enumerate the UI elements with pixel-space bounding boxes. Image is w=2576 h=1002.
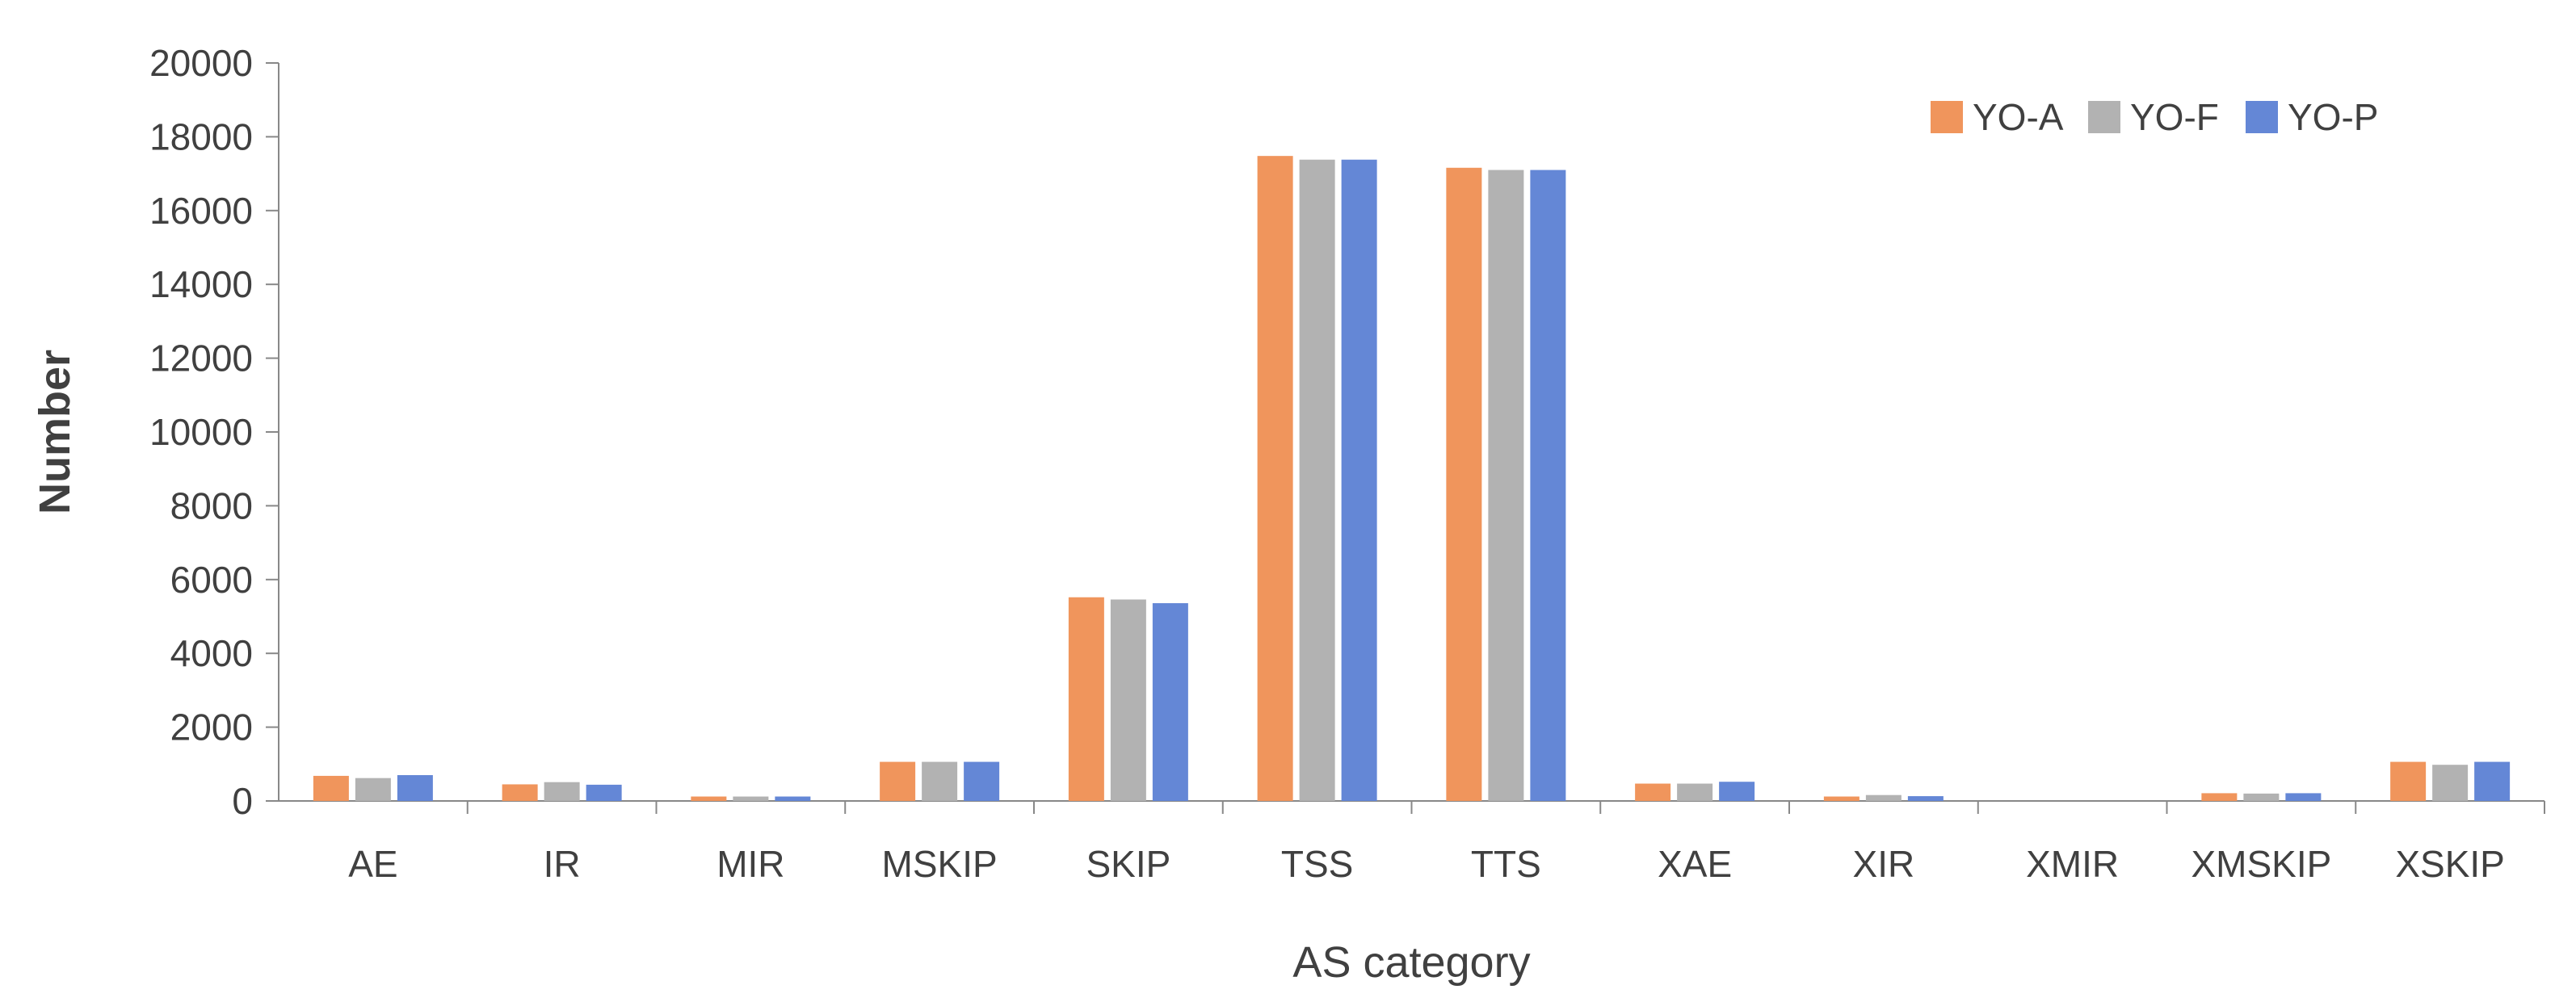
y-tick-label: 4000 [170,632,253,674]
bars-group [313,156,2511,802]
bar-yo-f-mir [733,796,769,801]
y-tick-label: 0 [232,780,253,822]
bar-yo-p-xskip [2474,761,2511,801]
bar-yo-a-mir [691,796,727,801]
bar-yo-f-xir [1865,794,1902,801]
legend-label-yo-f: YO-F [2130,96,2219,138]
bar-yo-f-tss [1299,159,1335,801]
bar-yo-p-mir [775,796,811,801]
y-tick-label: 8000 [170,484,253,526]
bar-yo-p-tss [1341,159,1377,801]
y-tick-label: 2000 [170,706,253,748]
y-tick-label: 10000 [149,411,253,453]
bar-yo-a-xir [1823,796,1860,801]
bar-yo-f-xskip [2432,765,2469,801]
x-tick-label: XAE [1658,843,1732,885]
legend-swatch-yo-a [1931,101,1963,133]
bar-yo-f-ae [355,778,391,801]
y-tick-label: 20000 [149,42,253,84]
y-tick-label: 16000 [149,190,253,232]
bar-yo-p-xae [1719,782,1755,801]
x-tick-label: XSKIP [2395,843,2505,885]
x-tick-label: IR [544,843,581,885]
legend-swatch-yo-f [2088,101,2120,133]
bar-yo-p-xmskip [2285,793,2322,801]
bar-yo-a-tts [1446,167,1482,802]
bar-yo-a-xae [1635,783,1671,801]
y-tick-label: 14000 [149,263,253,305]
bar-yo-p-ir [586,784,622,801]
bar-yo-f-xae [1677,783,1713,801]
bar-yo-f-xmskip [2243,793,2280,801]
bar-yo-a-skip [1068,597,1104,801]
bar-yo-p-xir [1907,796,1944,801]
x-axis-title: AS category [1292,938,1530,987]
x-tick-label: MIR [716,843,784,885]
bar-yo-p-skip [1152,603,1188,801]
x-tick-label: XIR [1853,843,1915,885]
x-tick-label: AE [348,843,397,885]
bar-yo-a-tss [1257,156,1293,801]
legend-label-yo-p: YO-P [2288,96,2378,138]
bar-yo-p-tts [1530,170,1566,801]
y-tick-label: 18000 [149,115,253,157]
x-tick-label: TTS [1471,843,1541,885]
bar-yo-f-mskip [922,761,958,801]
bar-yo-f-ir [544,782,580,801]
x-axis-ticks: AE IR MIR MSKIP SKIP TSS TTS XAE XIR XMIR XMSKIP XS… [348,801,2545,885]
bar-yo-p-mskip [964,761,1000,801]
bar-yo-a-xmskip [2201,793,2238,801]
bar-yo-f-skip [1110,599,1146,801]
y-axis-title: Number [31,350,79,514]
bar-yo-a-mskip [880,761,916,801]
bar-yo-a-ae [313,775,349,801]
y-axis-ticks: 0 2000 4000 6000 8000 10000 12000 14000 16000 180… [149,42,279,822]
legend-label-yo-a: YO-A [1973,96,2064,138]
x-tick-label: XMIR [2026,843,2119,885]
x-tick-label: SKIP [1086,843,1170,885]
bar-yo-f-tts [1488,170,1524,801]
y-tick-label: 6000 [170,559,253,601]
x-tick-label: XMSKIP [2191,843,2331,885]
y-tick-label: 12000 [149,337,253,379]
bar-yo-a-ir [502,784,538,801]
bar-yo-p-ae [397,775,433,801]
bar-yo-a-xskip [2390,761,2427,801]
x-tick-label: TSS [1281,843,1353,885]
legend: YO-A YO-F YO-P [1931,96,2378,138]
x-tick-label: MSKIP [882,843,998,885]
legend-swatch-yo-p [2246,101,2278,133]
